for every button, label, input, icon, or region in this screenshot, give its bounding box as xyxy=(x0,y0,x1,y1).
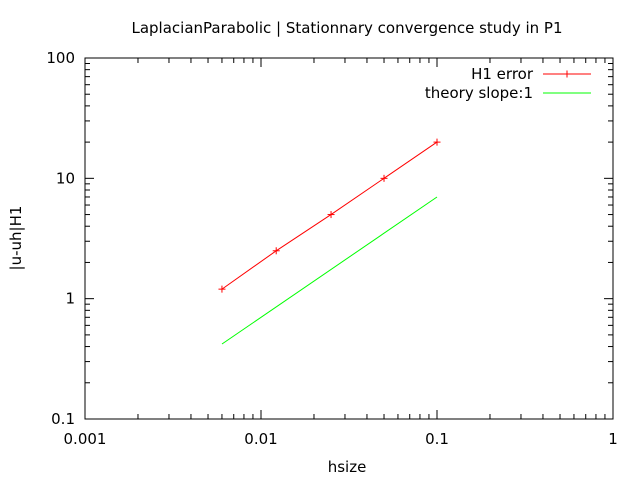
series-line-0 xyxy=(221,141,438,290)
y-axis-label: |u-uh|H1 xyxy=(7,206,25,271)
x-tick-label: 0.001 xyxy=(64,430,107,448)
series-line-1 xyxy=(221,196,438,345)
y-axis: 0.1 1 10 100 xyxy=(46,49,613,428)
y-tick-label: 0.1 xyxy=(51,410,75,428)
legend-marker xyxy=(563,70,571,78)
x-tick-label: 1 xyxy=(608,430,618,448)
legend-label: H1 error xyxy=(471,65,534,83)
y-tick-label: 1 xyxy=(65,290,75,308)
x-axis: 0.001 0.01 0.1 1 xyxy=(64,58,618,448)
data-point xyxy=(380,174,388,182)
data-point xyxy=(327,211,335,219)
series-layer xyxy=(218,138,441,345)
x-tick-label: 0.01 xyxy=(244,430,277,448)
data-point xyxy=(218,285,226,293)
legend-label: theory slope:1 xyxy=(425,84,533,102)
data-point xyxy=(272,247,280,255)
x-axis-label: hsize xyxy=(328,458,367,476)
y-tick-label: 100 xyxy=(46,49,75,67)
data-point xyxy=(433,138,441,146)
x-tick-label: 0.1 xyxy=(425,430,449,448)
plot-frame xyxy=(84,57,614,420)
chart-title: LaplacianParabolic | Stationnary converg… xyxy=(131,19,562,37)
y-tick-label: 10 xyxy=(56,169,75,187)
